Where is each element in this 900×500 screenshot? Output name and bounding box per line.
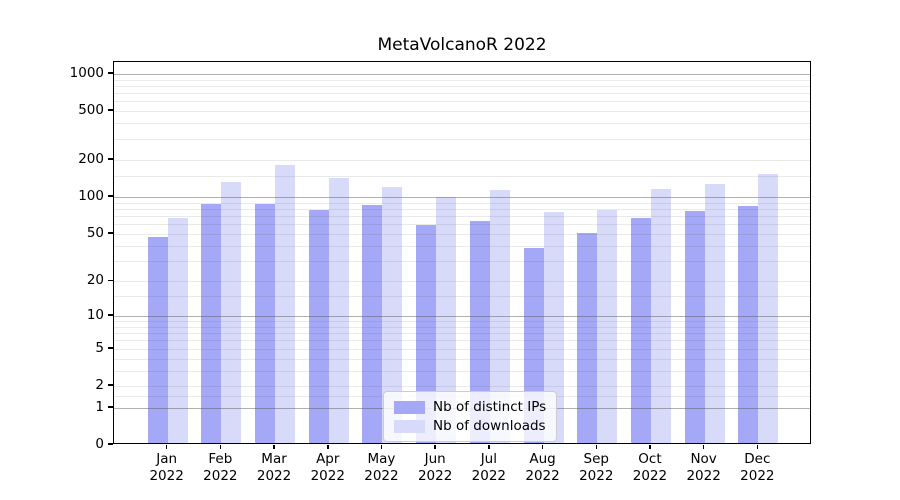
x-tick-mark — [273, 445, 275, 449]
x-tick-label-year: 2022 — [310, 467, 345, 484]
x-tick-label: Dec 2022 — [727, 451, 787, 484]
y-tick-label: 20 — [86, 272, 104, 289]
x-tick-label: Jun 2022 — [405, 451, 465, 484]
bar-ips-jun — [416, 224, 437, 443]
x-tick-label: Aug 2022 — [513, 451, 573, 484]
x-tick-label-year: 2022 — [525, 467, 560, 484]
x-tick-mark — [649, 445, 651, 449]
x-tick-mark — [327, 445, 329, 449]
y-tick-mark — [108, 232, 113, 234]
plot-area — [113, 61, 811, 444]
y-tick-label: 100 — [78, 188, 104, 205]
chart-title: MetaVolcanoR 2022 — [377, 35, 547, 55]
x-tick-mark — [434, 445, 436, 449]
bar-downloads-oct — [650, 188, 671, 443]
bar-ips-feb — [201, 204, 222, 443]
x-tick-label-year: 2022 — [203, 467, 238, 484]
bar-downloads-jan — [167, 218, 188, 443]
bar-ips-sep — [577, 232, 598, 443]
y-tick-label: 10 — [86, 307, 104, 324]
bar-ips-jan — [147, 237, 168, 443]
y-tick-label: 200 — [78, 151, 104, 168]
x-tick-label-year: 2022 — [364, 467, 399, 484]
x-tick-label: Mar 2022 — [244, 451, 304, 484]
y-tick-label: 500 — [78, 102, 104, 119]
x-tick-label: Sep 2022 — [566, 451, 626, 484]
x-tick-label-year: 2022 — [149, 467, 184, 484]
y-tick-mark — [108, 72, 113, 74]
bar-ips-may — [362, 205, 383, 443]
y-tick-mark — [108, 406, 113, 408]
x-tick-label-year: 2022 — [579, 467, 614, 484]
bar-downloads-aug — [543, 211, 564, 443]
x-tick-label-year: 2022 — [471, 467, 507, 484]
bar-ips-mar — [255, 204, 276, 443]
y-tick-label: 2 — [95, 377, 104, 393]
bar-downloads-nov — [704, 183, 725, 443]
x-tick-label: Jan 2022 — [137, 451, 197, 484]
y-tick-label: 0 — [95, 436, 104, 452]
bar-downloads-may — [382, 187, 403, 443]
bar-downloads-jul — [489, 190, 510, 443]
bar-ips-nov — [684, 211, 705, 443]
x-tick-label-year: 2022 — [740, 467, 775, 484]
x-tick-mark — [380, 445, 383, 449]
x-tick-mark — [756, 445, 759, 449]
y-tick-label: 50 — [86, 224, 104, 241]
legend-item-distinct-ips: Nb of distinct IPs — [394, 398, 546, 416]
legend: Nb of distinct IPs Nb of downloads — [383, 391, 558, 442]
legend-label-distinct-ips: Nb of distinct IPs — [433, 399, 547, 415]
x-tick-label: May 2022 — [351, 451, 411, 484]
x-tick-mark — [488, 445, 490, 449]
bar-downloads-mar — [275, 165, 296, 443]
bar-downloads-apr — [328, 178, 349, 443]
x-tick-label: Feb 2022 — [190, 451, 250, 484]
x-tick-label-year: 2022 — [256, 467, 292, 484]
y-tick-mark — [108, 109, 113, 111]
y-tick-label: 5 — [95, 339, 104, 356]
bar-ips-dec — [738, 206, 759, 443]
y-tick-mark — [108, 443, 113, 445]
legend-swatch-downloads — [394, 419, 425, 433]
x-tick-mark — [702, 445, 705, 449]
x-tick-label: Nov 2022 — [674, 451, 734, 484]
bar-ips-oct — [630, 218, 651, 443]
x-tick-label-year: 2022 — [417, 467, 453, 484]
bars-layer — [114, 62, 810, 443]
y-tick-label: 1000 — [69, 64, 104, 81]
x-tick-label: Apr 2022 — [298, 451, 358, 484]
x-tick-mark — [165, 445, 168, 449]
x-tick-label-year: 2022 — [632, 467, 668, 484]
y-tick-mark — [108, 279, 113, 282]
x-tick-mark — [541, 445, 544, 449]
y-tick-mark — [108, 314, 113, 316]
y-tick-mark — [108, 384, 113, 386]
x-tick-label: Jul 2022 — [459, 451, 519, 484]
bar-ips-apr — [308, 210, 329, 443]
y-tick-mark — [108, 158, 113, 160]
bar-downloads-sep — [597, 210, 618, 443]
y-tick-label: 1 — [95, 398, 104, 415]
x-tick-mark — [219, 445, 222, 449]
bar-ips-jul — [469, 221, 490, 443]
y-tick-mark — [108, 195, 113, 197]
bar-downloads-feb — [221, 181, 242, 443]
x-tick-label: Oct 2022 — [620, 451, 680, 484]
legend-item-downloads: Nb of downloads — [394, 417, 546, 435]
x-tick-label-year: 2022 — [686, 467, 721, 484]
legend-label-downloads: Nb of downloads — [433, 418, 546, 434]
legend-swatch-distinct-ips — [394, 400, 425, 414]
x-tick-mark — [595, 445, 597, 449]
bar-downloads-jun — [436, 197, 457, 443]
y-tick-mark — [108, 347, 113, 349]
bar-downloads-dec — [758, 173, 779, 443]
